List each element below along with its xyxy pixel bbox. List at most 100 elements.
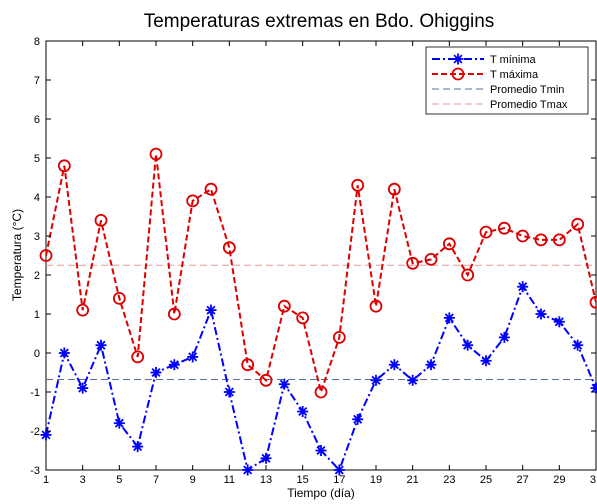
- data-point: [40, 429, 52, 441]
- data-point: [462, 339, 474, 351]
- legend-item: Promedio Tmax: [432, 99, 568, 111]
- x-tick-label: 5: [116, 474, 122, 486]
- data-point: [259, 373, 273, 387]
- data-point: [572, 339, 584, 351]
- data-point: [260, 452, 272, 464]
- data-point: [443, 312, 455, 324]
- chart-title: Temperaturas extremas en Bdo. Ohiggins: [144, 11, 495, 32]
- data-point: [315, 445, 327, 456]
- data-point: [204, 182, 218, 196]
- data-point: [94, 213, 108, 227]
- data-point: [370, 374, 382, 386]
- data-point: [77, 382, 89, 394]
- data-point: [242, 464, 254, 476]
- data-point: [76, 303, 90, 317]
- data-point: [516, 229, 530, 243]
- data-point: [168, 359, 180, 371]
- legend-label: T mínima: [490, 54, 537, 66]
- x-tick-label: 19: [370, 474, 382, 486]
- data-point: [241, 358, 255, 372]
- data-point: [296, 311, 310, 325]
- x-tick-label: 7: [153, 474, 159, 486]
- y-tick-label: 5: [34, 153, 40, 165]
- data-point: [352, 413, 364, 425]
- data-point: [388, 359, 400, 371]
- data-point: [589, 295, 597, 309]
- data-point: [480, 355, 492, 367]
- data-point: [571, 217, 585, 231]
- legend-marker: [451, 67, 465, 81]
- x-tick-label: 23: [443, 474, 455, 486]
- data-point: [517, 281, 529, 293]
- data-point: [406, 256, 420, 270]
- y-tick-label: 7: [34, 75, 40, 87]
- x-tick-label: 11: [224, 474, 235, 486]
- data-point: [479, 225, 493, 239]
- data-point: [149, 147, 163, 161]
- data-point: [186, 194, 200, 208]
- data-point: [442, 237, 456, 251]
- data-point: [424, 252, 438, 266]
- data-point: [425, 359, 437, 371]
- data-point: [57, 159, 71, 173]
- data-point: [351, 178, 365, 192]
- data-point: [461, 268, 475, 282]
- x-tick-label: 25: [480, 474, 492, 486]
- y-tick-label: 8: [34, 36, 40, 48]
- legend-label: Promedio Tmin: [490, 84, 564, 96]
- x-axis-label: Tiempo (día): [287, 486, 355, 500]
- x-tick-label: 29: [553, 474, 565, 486]
- data-point: [205, 304, 217, 316]
- data-point: [39, 249, 53, 262]
- data-point: [223, 386, 235, 398]
- y-tick-label: 4: [34, 192, 40, 204]
- data-point: [552, 233, 566, 247]
- x-tick-label: 21: [407, 474, 419, 486]
- y-tick-label: 0: [34, 348, 40, 360]
- data-point: [113, 417, 125, 429]
- x-tick-label: 15: [297, 474, 309, 486]
- data-point: [95, 339, 107, 351]
- legend-box: [425, 46, 589, 115]
- data-point: [497, 221, 511, 235]
- data-point: [167, 307, 181, 321]
- data-point: [535, 308, 547, 320]
- reference-lines: [46, 264, 596, 381]
- series-line: [45, 153, 597, 396]
- y-tick-label: 6: [34, 114, 40, 126]
- legend-item: Promedio Tmin: [432, 84, 564, 96]
- y-tick-label: 1: [34, 309, 40, 321]
- data-point: [407, 374, 419, 386]
- data-point: [297, 406, 309, 417]
- data-point: [131, 350, 145, 364]
- x-tick-label: 13: [260, 474, 272, 486]
- y-tick-label: 2: [34, 270, 40, 282]
- data-point: [277, 299, 291, 313]
- data-point: [132, 441, 144, 453]
- x-tick-label: 27: [517, 474, 529, 486]
- data-point: [278, 378, 290, 390]
- x-tick-label: 9: [190, 474, 196, 486]
- data-point: [314, 385, 328, 399]
- data-point: [112, 291, 126, 305]
- data-point: [332, 330, 346, 344]
- y-tick-label: -3: [30, 465, 40, 477]
- series-t-maxima: [39, 147, 597, 399]
- y-tick-label: 3: [34, 231, 40, 243]
- data-point: [150, 367, 162, 378]
- data-point: [498, 331, 510, 343]
- data-point: [222, 241, 236, 255]
- y-tick-label: -1: [30, 387, 40, 399]
- data-point: [553, 316, 565, 328]
- data-point: [58, 347, 70, 359]
- legend-marker: [452, 53, 464, 65]
- data-point: [387, 182, 401, 196]
- y-tick-label: -2: [30, 426, 40, 438]
- data-point: [534, 233, 548, 247]
- legend-item: T mínima: [432, 53, 537, 66]
- axes: 135791113151719212325272931-3-2-10123456…: [30, 36, 597, 486]
- series-t-minima: [40, 281, 597, 476]
- data-point: [187, 351, 199, 363]
- legend-label: T máxima: [490, 69, 539, 81]
